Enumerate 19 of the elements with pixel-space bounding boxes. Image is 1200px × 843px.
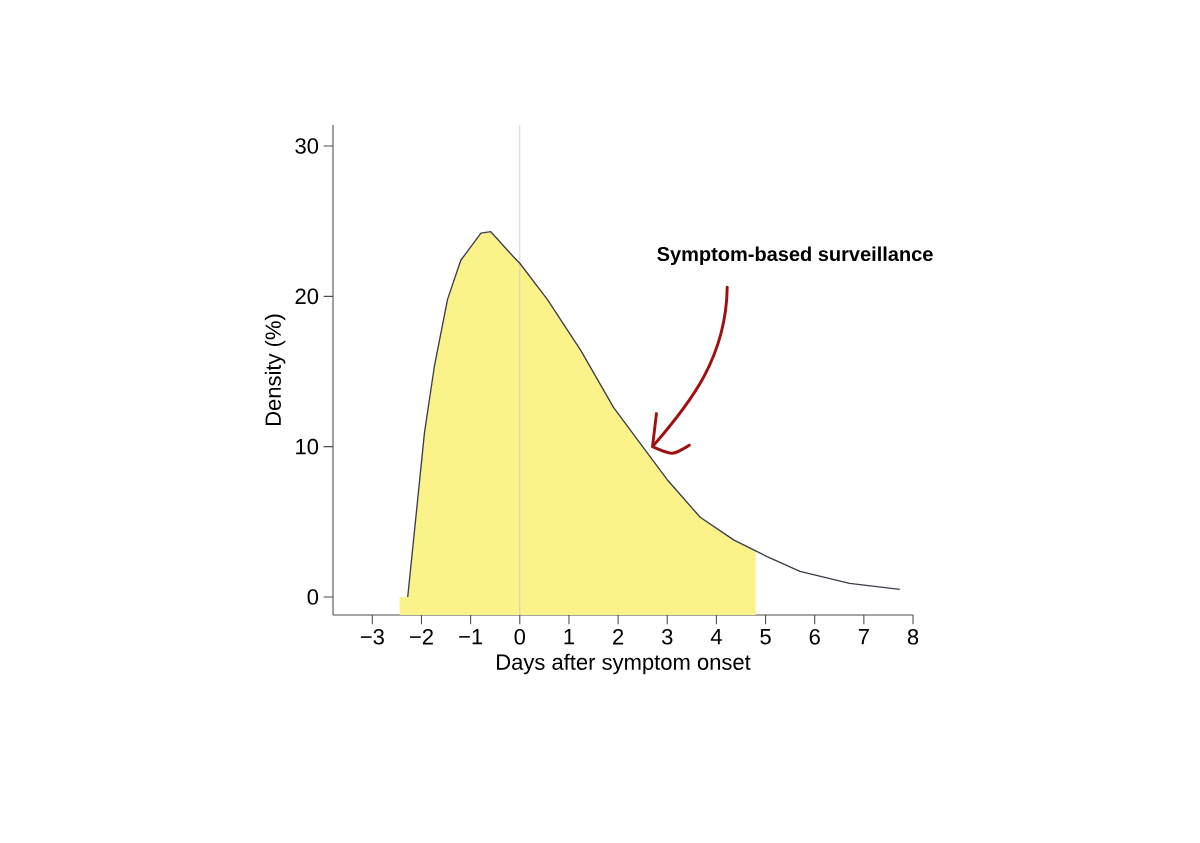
x-tick-label: 1	[564, 629, 574, 645]
y-tick-label: 10	[296, 438, 319, 455]
x-tick-label: −2	[410, 629, 433, 645]
x-tick-label: 5	[760, 629, 771, 645]
x-tick-label: 0	[514, 629, 526, 645]
y-tick-label: 30	[295, 138, 319, 154]
y-tick-label: 0	[307, 589, 319, 605]
y-axis-title: Density (%)	[264, 314, 286, 426]
x-tick-label: 7	[858, 629, 869, 645]
y-tick-label: 20	[295, 288, 319, 305]
annotation: Symptom-based surveillance	[657, 246, 933, 266]
x-tick-label: 2	[613, 629, 624, 645]
x-axis-title: Days after symptom onset	[497, 653, 751, 675]
x-tick-label: 4	[710, 629, 722, 645]
x-tick-label: −3	[360, 629, 384, 645]
x-tick-label: 3	[661, 629, 673, 645]
x-tick-label: 8	[907, 629, 919, 645]
x-tick-label: 6	[809, 629, 820, 645]
x-tick-label: −1	[459, 629, 483, 645]
